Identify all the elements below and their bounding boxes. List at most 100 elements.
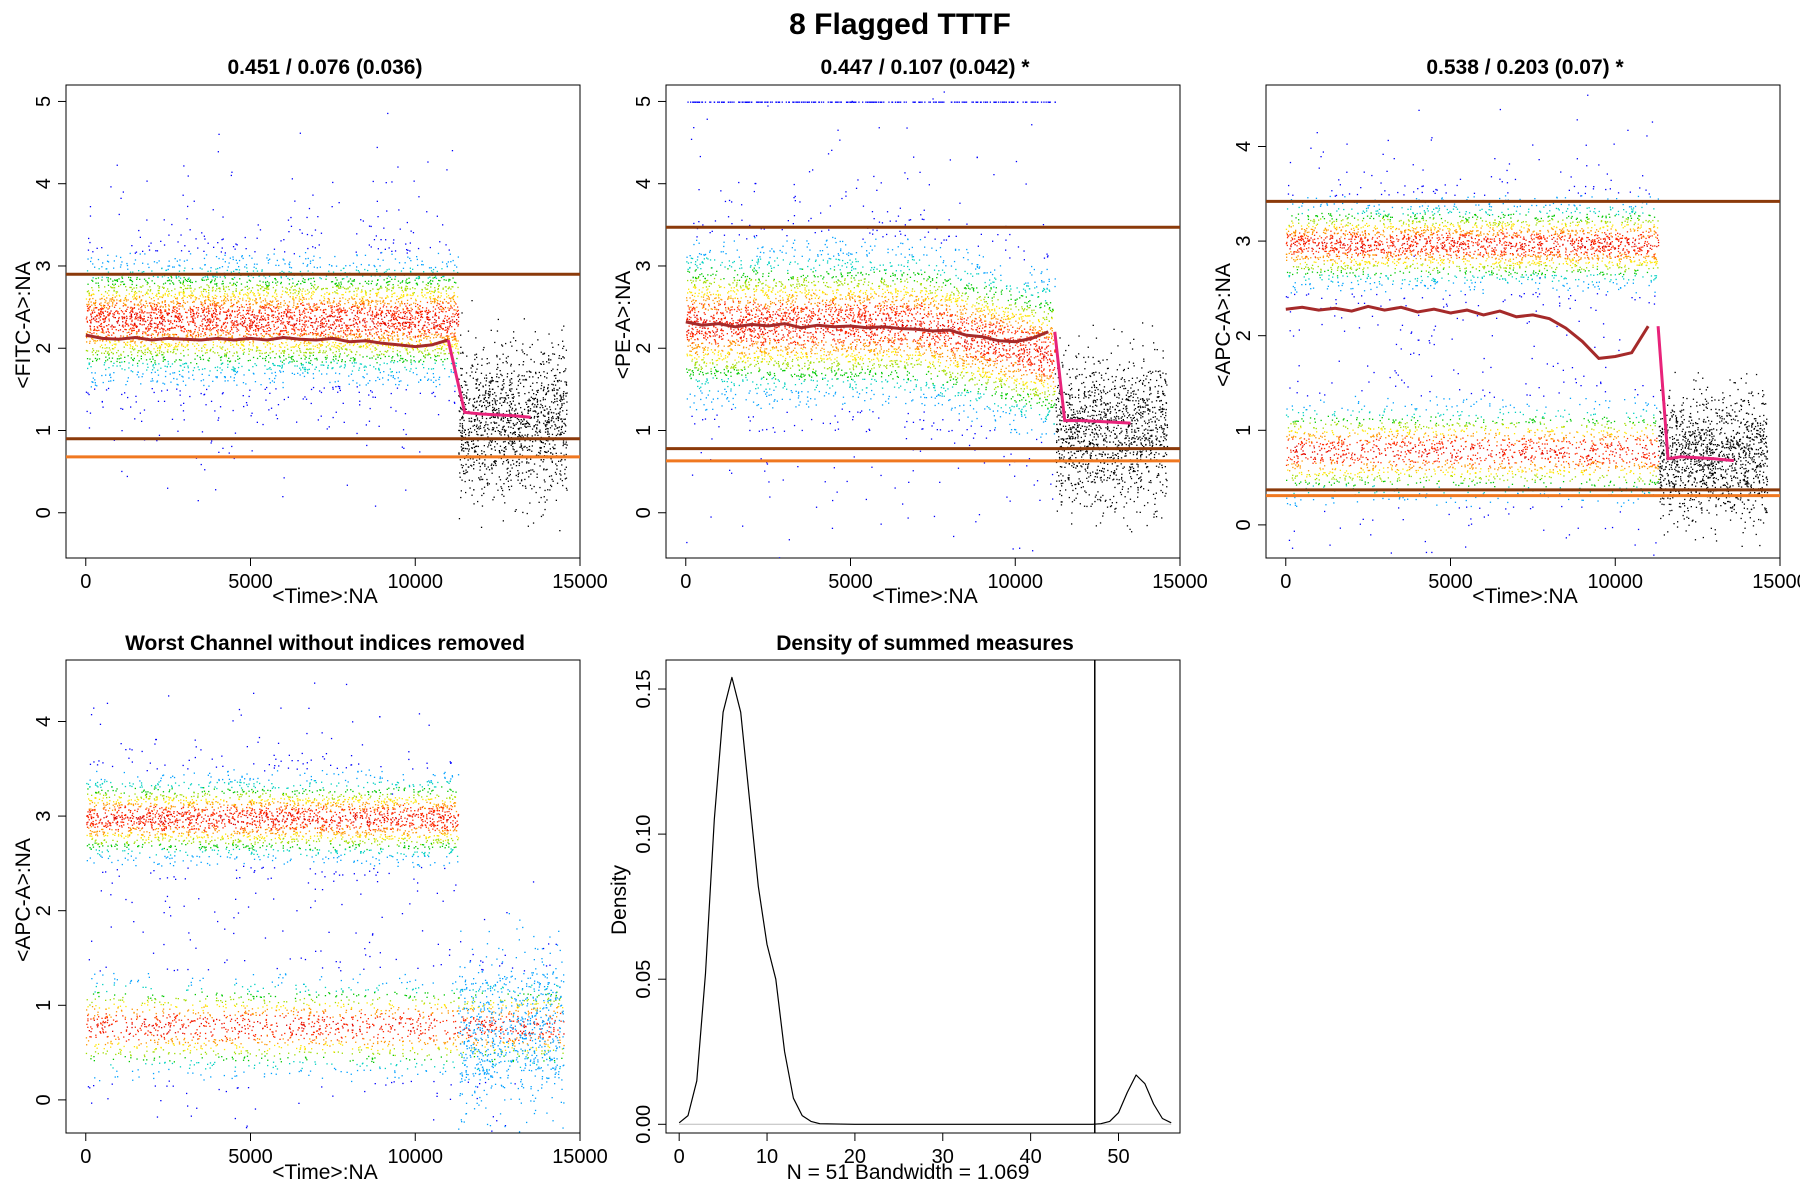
data-point (429, 353, 431, 356)
data-point (154, 351, 157, 353)
data-point (268, 282, 270, 284)
data-point (447, 294, 450, 297)
data-point (283, 359, 285, 361)
data-point (180, 234, 182, 236)
data-point (266, 341, 268, 344)
data-point (148, 312, 150, 314)
data-point (293, 329, 296, 331)
data-point (375, 313, 377, 315)
data-point (159, 322, 161, 324)
data-point (403, 360, 405, 362)
data-point (87, 301, 90, 303)
data-point (218, 257, 220, 260)
data-point (447, 288, 449, 290)
data-point (333, 316, 335, 318)
data-point (296, 283, 299, 285)
data-point (321, 318, 324, 320)
data-point (432, 368, 435, 370)
data-point (361, 303, 363, 305)
data-point (156, 317, 159, 320)
data-point (112, 326, 114, 328)
data-point (106, 297, 108, 299)
data-point (329, 335, 332, 338)
data-point (388, 340, 390, 342)
data-point (432, 291, 434, 293)
data-point (274, 371, 276, 374)
data-point (442, 361, 444, 363)
data-point (254, 329, 257, 331)
data-point (178, 320, 180, 322)
data-point (277, 365, 279, 367)
data-point (290, 286, 292, 289)
data-point (391, 293, 393, 295)
data-point (91, 311, 94, 313)
data-point (225, 334, 227, 336)
data-point (153, 329, 155, 332)
data-point (367, 283, 370, 285)
data-point (349, 349, 351, 351)
data-point (311, 364, 313, 366)
data-point (317, 334, 319, 336)
data-point (202, 290, 205, 292)
data-point (262, 286, 264, 288)
data-point (437, 324, 439, 326)
data-point (231, 368, 233, 371)
data-point (349, 324, 351, 327)
data-point (224, 261, 226, 263)
data-point (343, 287, 346, 290)
data-point (136, 295, 138, 297)
data-point (300, 328, 302, 330)
data-point (452, 298, 455, 301)
data-point (303, 309, 305, 312)
data-point (176, 260, 178, 262)
data-point (325, 325, 327, 327)
data-point (164, 300, 166, 302)
data-point (291, 324, 293, 326)
data-point (236, 310, 238, 312)
data-point (351, 362, 353, 364)
data-point (168, 334, 170, 336)
data-point (235, 243, 237, 245)
data-point (421, 316, 424, 319)
data-point (96, 326, 98, 328)
data-point (160, 317, 162, 319)
data-point (437, 355, 439, 357)
data-point (291, 361, 293, 363)
data-point (301, 293, 303, 295)
data-point (339, 319, 341, 321)
data-point (420, 359, 422, 361)
data-point (217, 267, 219, 270)
data-point (187, 367, 189, 369)
data-point (189, 334, 192, 337)
data-point (116, 291, 119, 293)
data-point (139, 323, 141, 325)
data-point (454, 337, 456, 339)
data-point (206, 325, 208, 327)
data-point (150, 242, 152, 244)
data-point (387, 275, 390, 277)
data-point (126, 323, 128, 325)
data-point (421, 313, 423, 315)
data-point (316, 308, 319, 311)
data-point (135, 318, 137, 320)
data-point (268, 314, 270, 317)
data-point (225, 286, 227, 288)
data-point (140, 317, 142, 319)
data-point (144, 332, 146, 334)
data-point (269, 367, 271, 369)
data-point (297, 280, 300, 282)
data-point (281, 321, 283, 323)
data-point (347, 324, 349, 327)
data-point (363, 306, 365, 308)
data-point (118, 294, 120, 296)
data-point (412, 348, 414, 350)
data-point (286, 344, 288, 346)
data-point (422, 329, 425, 332)
data-point (365, 299, 367, 301)
data-point (306, 348, 308, 350)
data-point (253, 320, 255, 322)
data-point (161, 311, 163, 314)
data-point (331, 315, 334, 318)
data-point (236, 330, 238, 333)
data-point (151, 333, 153, 335)
